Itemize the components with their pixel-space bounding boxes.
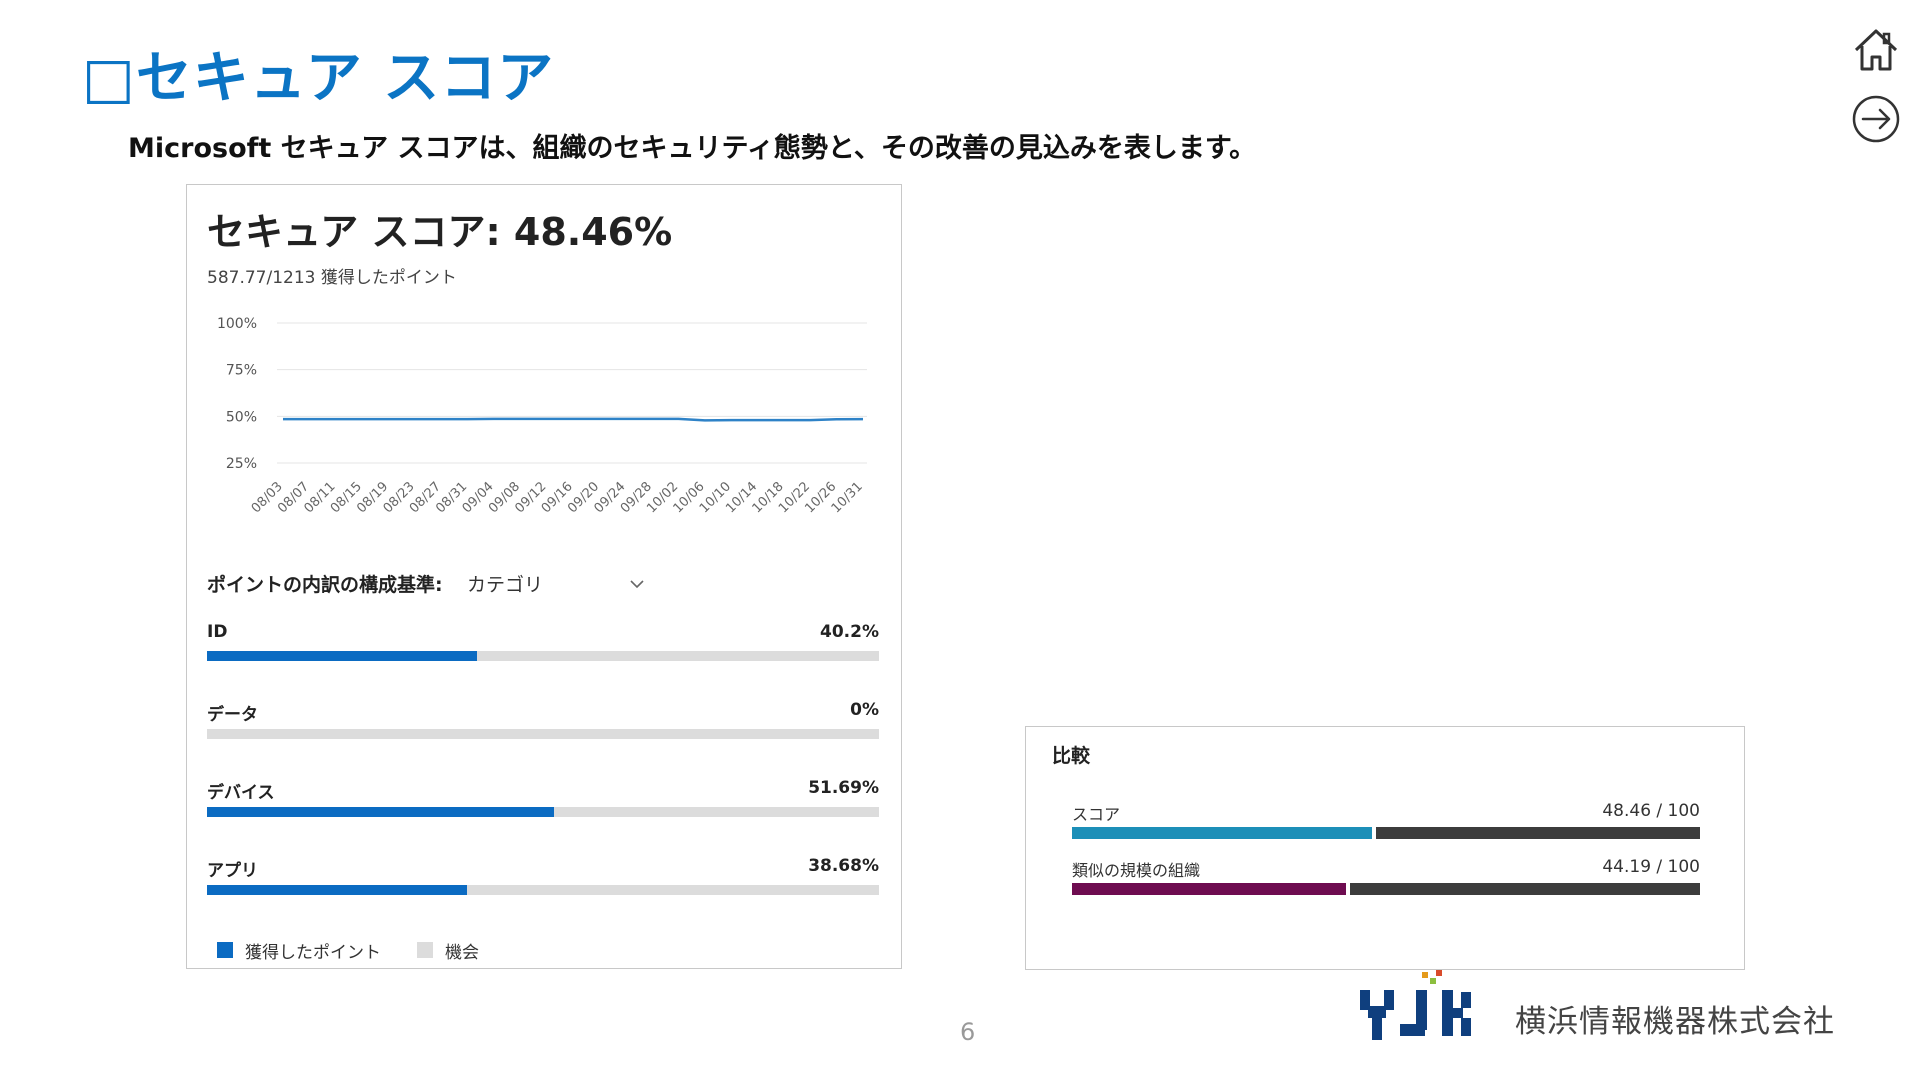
- y-tick-label: 75%: [226, 363, 257, 379]
- category-bar-track: [207, 885, 879, 895]
- comparison-label: 類似の規模の組織: [1072, 861, 1201, 880]
- legend-label: 機会: [445, 943, 479, 963]
- category-bar-track: [207, 729, 879, 739]
- category-name: データ: [207, 705, 258, 725]
- category-name: アプリ: [207, 861, 258, 881]
- y-tick-label: 50%: [226, 409, 257, 425]
- score-trend-line: [283, 417, 864, 422]
- comparison-label: スコア: [1072, 805, 1121, 824]
- category-row-device: デバイス 51.69%: [207, 778, 879, 818]
- category-bar-fill: [207, 807, 555, 817]
- category-name: デバイス: [207, 783, 275, 803]
- category-percent: 40.2%: [820, 622, 879, 642]
- y-tick-label: 25%: [226, 456, 257, 472]
- comparison-bar-fill: [1072, 883, 1350, 895]
- page-number: 6: [960, 1018, 976, 1046]
- arrow-right-circle-icon[interactable]: [1850, 93, 1902, 145]
- comparison-bar-fill: [1072, 827, 1377, 839]
- home-icon[interactable]: [1850, 24, 1902, 76]
- category-name: ID: [207, 622, 228, 642]
- score-trend-chart: 100%75%50%25%08/0308/0708/1108/1508/1908…: [217, 316, 867, 516]
- category-percent: 38.68%: [808, 856, 879, 876]
- y-tick-label: 100%: [217, 316, 257, 332]
- category-row-data: データ 0%: [207, 700, 879, 740]
- company-logo: [1360, 970, 1471, 1040]
- category-percent: 0%: [850, 700, 879, 720]
- comparison-card: 比較 スコア 48.46 / 100 類似の規模の組織 44.19 / 100: [1025, 726, 1745, 970]
- category-bar-track: [207, 651, 879, 661]
- secure-score-title: セキュア スコア: 48.46%: [207, 210, 673, 254]
- breakdown-selector[interactable]: ポイントの内訳の構成基準: カテゴリ: [207, 570, 867, 600]
- comparison-bar-track: [1072, 827, 1700, 839]
- category-row-id: ID 40.2%: [207, 622, 879, 662]
- category-bar-track: [207, 807, 879, 817]
- comparison-value: 44.19 / 100: [1602, 857, 1700, 877]
- breakdown-label: ポイントの内訳の構成基準:: [207, 574, 443, 596]
- comparison-row-similar-orgs: 類似の規模の組織 44.19 / 100: [1072, 857, 1700, 897]
- slide-title: □セキュア スコア: [82, 46, 555, 111]
- category-bar-fill: [207, 885, 467, 895]
- legend-label: 獲得したポイント: [245, 943, 381, 963]
- category-percent: 51.69%: [808, 778, 879, 798]
- points-earned: 587.77/1213 獲得したポイント: [207, 268, 457, 288]
- comparison-title: 比較: [1052, 745, 1091, 767]
- comparison-bar-track: [1072, 883, 1700, 895]
- chevron-down-icon[interactable]: [629, 578, 645, 590]
- category-row-apps: アプリ 38.68%: [207, 856, 879, 896]
- comparison-value: 48.46 / 100: [1602, 801, 1700, 821]
- category-bar-fill: [207, 651, 478, 661]
- slide-subtitle: Microsoft セキュア スコアは、組織のセキュリティ態勢と、その改善の見込…: [128, 133, 1257, 164]
- legend-swatch: [417, 942, 433, 958]
- secure-score-card: セキュア スコア: 48.46% 587.77/1213 獲得したポイント 10…: [186, 184, 902, 969]
- breakdown-value: カテゴリ: [467, 574, 544, 596]
- comparison-row-score: スコア 48.46 / 100: [1072, 801, 1700, 841]
- legend-swatch: [217, 942, 233, 958]
- company-name: 横浜情報機器株式会社: [1515, 1004, 1835, 1040]
